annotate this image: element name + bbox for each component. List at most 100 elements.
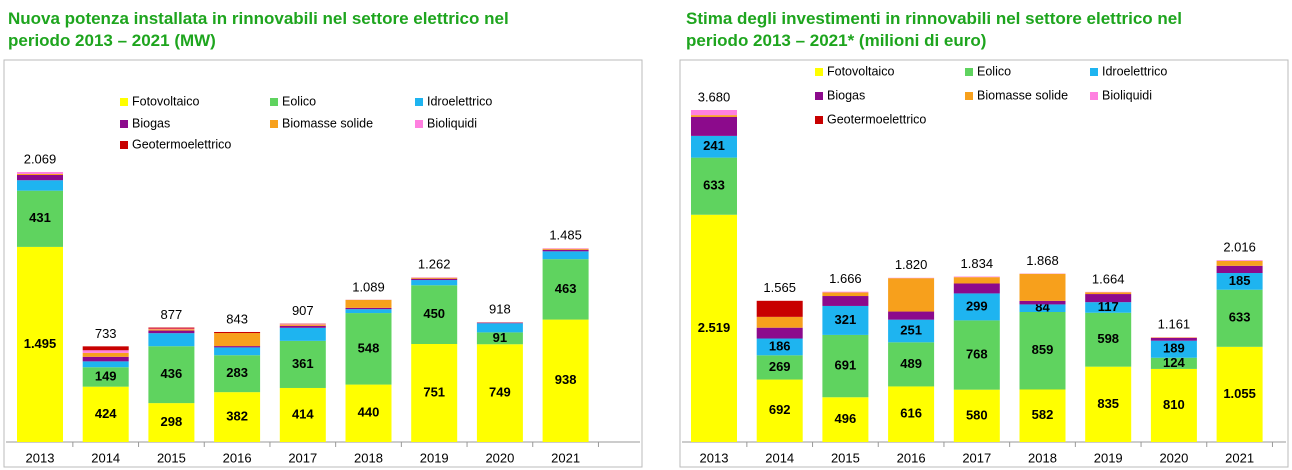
bar-segment bbox=[345, 384, 392, 442]
bar-segment bbox=[279, 324, 326, 326]
segment-label: 691 bbox=[835, 358, 857, 373]
bar-segment bbox=[691, 135, 737, 158]
x-tick-label: 2017 bbox=[962, 450, 991, 465]
x-tick-label: 2018 bbox=[354, 450, 383, 465]
bar-segment bbox=[17, 246, 63, 442]
bar-segment bbox=[279, 323, 326, 325]
bar-segment bbox=[691, 214, 737, 442]
bar-segment bbox=[756, 316, 803, 328]
segment-label: 582 bbox=[1032, 407, 1054, 422]
legend-label: Bioliquidi bbox=[1102, 88, 1152, 102]
bar-segment bbox=[214, 347, 261, 356]
bar-segment bbox=[1019, 300, 1066, 305]
bar-segment bbox=[82, 361, 129, 368]
bar-segment bbox=[542, 259, 589, 320]
bar-segment bbox=[691, 115, 737, 117]
total-label: 1.262 bbox=[418, 257, 451, 272]
right-frame bbox=[679, 59, 1289, 468]
legend-label: Idroelettrico bbox=[1102, 64, 1167, 78]
legend-swatch bbox=[120, 120, 128, 128]
bar-segment bbox=[1085, 292, 1132, 295]
segment-label: 382 bbox=[226, 409, 248, 424]
bar-segment bbox=[214, 333, 261, 347]
chart-title: periodo 2013 – 2021 (MW) bbox=[8, 31, 216, 50]
bar-segment bbox=[1019, 311, 1066, 390]
segment-label: 440 bbox=[358, 405, 380, 420]
bar-segment bbox=[1019, 389, 1066, 442]
segment-label: 751 bbox=[423, 384, 445, 399]
segment-label: 299 bbox=[966, 298, 988, 313]
bar-segment bbox=[411, 280, 458, 286]
segment-label: 431 bbox=[29, 210, 51, 225]
bar-segment bbox=[953, 277, 1000, 284]
bar-segment bbox=[148, 328, 195, 330]
bar-segment bbox=[214, 346, 261, 348]
segment-label: 496 bbox=[835, 411, 857, 426]
bar-segment bbox=[888, 342, 935, 387]
bar-segment bbox=[214, 392, 261, 442]
total-label: 2.016 bbox=[1223, 240, 1256, 255]
bar-segment bbox=[214, 355, 261, 393]
bar-segment bbox=[279, 387, 326, 442]
total-label: 1.485 bbox=[549, 228, 582, 243]
legend-swatch bbox=[815, 92, 823, 100]
bar-segment bbox=[1150, 340, 1197, 358]
bar-segment bbox=[1019, 273, 1066, 301]
x-tick-label: 2020 bbox=[1159, 450, 1188, 465]
x-tick-label: 2014 bbox=[91, 450, 120, 465]
bar-segment bbox=[888, 311, 935, 320]
x-tick-label: 2015 bbox=[831, 450, 860, 465]
bar-segment bbox=[279, 327, 326, 341]
total-label: 3.680 bbox=[698, 89, 731, 104]
legend-label: Idroelettrico bbox=[427, 94, 492, 108]
segment-label: 835 bbox=[1097, 396, 1119, 411]
legend-swatch bbox=[120, 98, 128, 106]
bar-segment bbox=[1085, 366, 1132, 442]
bar-segment bbox=[279, 340, 326, 388]
segment-label: 598 bbox=[1097, 331, 1119, 346]
legend-swatch bbox=[1090, 68, 1098, 76]
x-tick-label: 2021 bbox=[551, 450, 580, 465]
segment-label: 149 bbox=[95, 368, 117, 383]
legend-label: Fotovoltaico bbox=[132, 94, 199, 108]
bar-segment bbox=[476, 344, 523, 442]
legend-label: Geotermoelettrico bbox=[827, 112, 926, 126]
bar-segment bbox=[82, 367, 129, 387]
bar-segment bbox=[82, 352, 129, 357]
segment-label: 189 bbox=[1163, 341, 1185, 356]
bar-segment bbox=[953, 320, 1000, 390]
segment-label: 117 bbox=[1098, 299, 1119, 314]
legend-swatch bbox=[120, 141, 128, 149]
x-tick-label: 2015 bbox=[157, 450, 186, 465]
total-label: 1.868 bbox=[1026, 253, 1059, 268]
total-label: 733 bbox=[95, 326, 117, 341]
bar-segment bbox=[1216, 260, 1263, 266]
bar-segment bbox=[148, 403, 195, 442]
total-label: 1.664 bbox=[1092, 271, 1125, 286]
x-tick-label: 2017 bbox=[288, 450, 317, 465]
legend-swatch bbox=[270, 120, 278, 128]
legend-label: Fotovoltaico bbox=[827, 64, 894, 78]
bar-segment bbox=[411, 277, 458, 279]
bar-segment bbox=[1150, 368, 1197, 442]
bar-segment bbox=[953, 283, 1000, 294]
total-label: 843 bbox=[226, 311, 248, 326]
segment-label: 859 bbox=[1032, 342, 1054, 357]
segment-label: 185 bbox=[1229, 273, 1251, 288]
x-tick-label: 2016 bbox=[897, 450, 926, 465]
bar-segment bbox=[542, 248, 589, 250]
legend-swatch bbox=[415, 120, 423, 128]
x-tick-label: 2013 bbox=[26, 450, 55, 465]
bar-segment bbox=[1019, 304, 1066, 312]
bar-segment bbox=[345, 309, 392, 314]
bar-segment bbox=[411, 278, 458, 281]
bar-segment bbox=[1150, 357, 1197, 369]
bar-segment bbox=[756, 327, 803, 339]
bar-segment bbox=[888, 278, 935, 312]
total-label: 1.820 bbox=[895, 257, 928, 272]
x-tick-label: 2013 bbox=[700, 450, 729, 465]
bar-segment bbox=[691, 110, 737, 116]
segment-label: 489 bbox=[900, 356, 922, 371]
bar-segment bbox=[822, 292, 869, 297]
